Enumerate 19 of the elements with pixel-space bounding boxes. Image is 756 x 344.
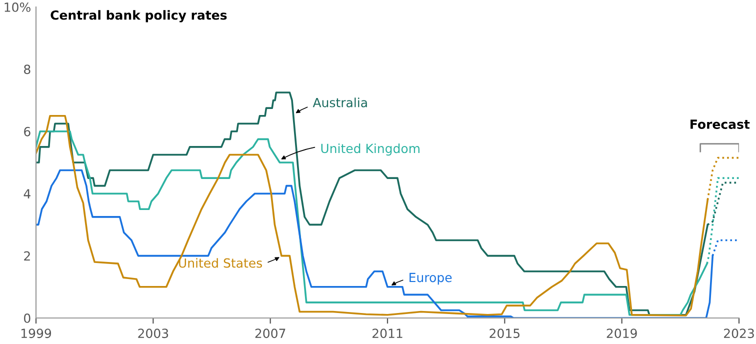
y-tick-label: 2	[24, 251, 30, 261]
y-tick-label: 0	[24, 313, 30, 323]
x-tick-label: 2007	[255, 328, 286, 338]
series-label: Europe	[410, 272, 452, 285]
y-tick-label: 10%	[4, 2, 30, 12]
chart-title: Central bank policy rates	[50, 10, 227, 22]
x-tick-label: 2011	[372, 328, 402, 338]
series-label: United States	[179, 258, 262, 268]
y-tick-label: 4	[24, 189, 30, 198]
annotation: Forecast	[690, 120, 750, 129]
x-tick-label: 2023	[724, 328, 754, 338]
x-tick-label: 1999	[21, 328, 52, 338]
y-tick-label: 6	[24, 126, 30, 136]
x-tick-label: 2015	[490, 328, 520, 338]
x-tick-label: 2019	[606, 328, 637, 338]
series-label: Australia	[312, 98, 367, 108]
text: United Kingdom	[321, 144, 420, 156]
y-tick-label: 8	[24, 64, 30, 74]
x-tick-label: 2003	[138, 328, 168, 338]
